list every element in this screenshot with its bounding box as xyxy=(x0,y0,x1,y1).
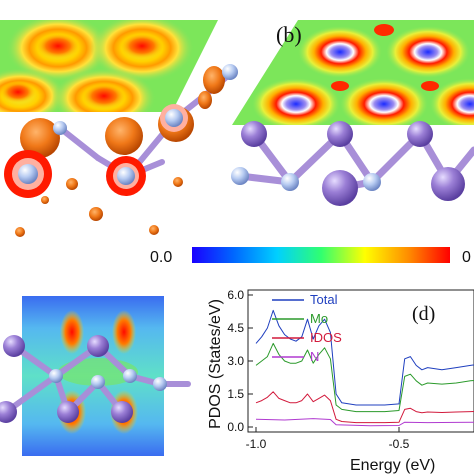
mo-atom-cut xyxy=(4,150,52,198)
legend-label: Total xyxy=(310,292,338,307)
panel-c xyxy=(0,296,191,456)
legend: Total Mo IDOS N xyxy=(272,292,342,364)
isosurface-small xyxy=(89,207,103,221)
n-atom xyxy=(53,121,67,135)
charge-center xyxy=(36,33,80,59)
n-atom xyxy=(222,64,238,80)
charge-center xyxy=(120,33,164,59)
mo-atom xyxy=(3,335,25,357)
charge-hotspot xyxy=(331,81,349,91)
y-tick-label: 0.0 xyxy=(227,420,244,434)
y-tick-label: 4.5 xyxy=(227,321,244,335)
colorbar-gradient xyxy=(192,247,450,263)
mo-atom xyxy=(327,121,353,147)
series-line-idos xyxy=(255,391,474,424)
charge-lobe xyxy=(60,310,84,354)
charge-hotspot xyxy=(421,81,439,91)
mo-atom-cut xyxy=(106,156,146,196)
charge-center xyxy=(0,81,36,103)
isosurface-small xyxy=(149,225,159,235)
n-atom xyxy=(281,173,299,191)
mo-atom xyxy=(241,121,267,147)
charge-ring xyxy=(430,78,474,125)
isosurface-small xyxy=(41,196,49,204)
panel-a xyxy=(0,20,238,237)
charge-center xyxy=(82,83,126,109)
n-atom xyxy=(363,173,381,191)
isosurface-lobe xyxy=(203,66,225,94)
y-ticks: 0.0 1.5 3.0 4.5 6.0 xyxy=(227,288,253,434)
x-tick-label: -0.5 xyxy=(389,437,410,451)
charge-ring xyxy=(252,78,340,125)
mo-atom xyxy=(111,401,133,423)
legend-label: Mo xyxy=(310,311,328,326)
colorbar-min-label: 0.0 xyxy=(150,249,172,266)
mo-atom-cut xyxy=(160,104,188,132)
mo-atom xyxy=(0,401,17,423)
mo-atom xyxy=(407,121,433,147)
series-lines xyxy=(255,309,474,427)
mo-atom xyxy=(322,170,358,206)
mo-atom xyxy=(87,335,109,357)
panel-d-label: (d) xyxy=(412,303,435,325)
isosurface-lobe xyxy=(198,91,212,109)
x-tick-label: -1.0 xyxy=(246,437,267,451)
mo-atom xyxy=(57,401,79,423)
panel-d-chart: 0.0 1.5 3.0 4.5 6.0 -1.0 -0.5 Total Mo IDOS N (d… xyxy=(207,288,474,474)
mo-atom xyxy=(431,167,465,201)
charge-ring xyxy=(340,78,428,125)
isosurface-small xyxy=(66,178,78,190)
isosurface-lobe xyxy=(20,118,60,158)
charge-ring xyxy=(386,26,470,78)
series-line-mo xyxy=(255,342,474,413)
n-atom xyxy=(231,167,249,185)
n-atom xyxy=(153,377,167,391)
x-ticks: -1.0 -0.5 xyxy=(246,427,410,451)
isosurface-small xyxy=(15,227,25,237)
isosurface-small xyxy=(173,177,183,187)
panel-b-label: (b) xyxy=(276,22,302,47)
plot-frame xyxy=(247,289,474,433)
charge-lobe xyxy=(112,310,136,354)
legend-label: N xyxy=(310,349,319,364)
isosurface-lobe xyxy=(105,117,143,155)
series-line-n xyxy=(255,418,474,427)
n-atom xyxy=(49,369,63,383)
y-tick-label: 1.5 xyxy=(227,387,244,401)
charge-hotspot xyxy=(374,24,394,36)
y-tick-label: 6.0 xyxy=(227,288,244,302)
panel-b: (b) xyxy=(231,20,474,206)
legend-label: IDOS xyxy=(310,330,342,345)
x-axis-label: Energy (eV) xyxy=(350,457,435,474)
charge-ring xyxy=(298,26,382,78)
y-tick-label: 3.0 xyxy=(227,354,244,368)
n-atom xyxy=(91,375,105,389)
colorbar-max-label: 0 xyxy=(462,249,471,266)
y-axis-label: PDOS (States/eV) xyxy=(207,299,224,429)
n-atom xyxy=(123,369,137,383)
colorbar: 0.0 0 xyxy=(150,247,471,266)
